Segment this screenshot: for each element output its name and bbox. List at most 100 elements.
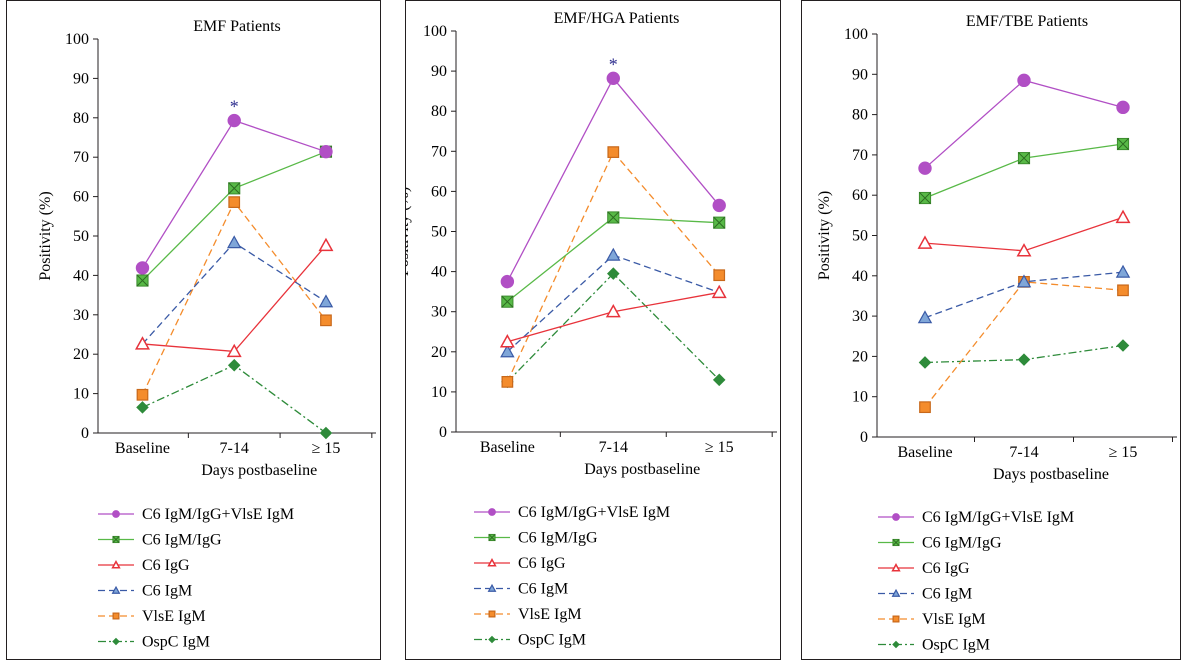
legend-swatch-marker [111,585,121,594]
chart-title: EMF Patients [193,18,281,35]
data-point [606,71,620,86]
x-tick-label: 7-14 [220,440,249,457]
y-axis-label: Positivity (%) [406,187,412,276]
legend-item-ospc-igm: OspC IgM [474,632,586,649]
y-tick-label: 90 [431,63,447,80]
series-line [924,281,1124,408]
legend-item-c6-igm-igg-vlse-igm: C6 IgM/IgG+VlsE IgM [474,504,670,521]
y-tick-label: 60 [431,183,447,200]
legend-swatch-marker [892,538,900,547]
y-tick-label: 10 [73,386,89,403]
legend-swatch-marker [487,583,497,592]
data-point [136,274,149,287]
data-point [1116,339,1130,352]
chart-panel-emf-hga: EMF/HGA Patients 0 10 20 30 40 50 60 70 80 90 100 Ba… [405,0,781,660]
legend-label: C6 IgM/IgG [518,530,598,547]
legend-item-vlse-igm: VlsE IgM [474,606,582,623]
legend-swatch-marker [892,640,900,649]
legend-item-c6-igm-igg-vlse-igm: C6 IgM/IgG+VlsE IgM [98,506,294,523]
series-line [506,272,720,383]
legend-label: OspC IgM [518,632,586,649]
data-point [1017,353,1031,366]
y-tick-label: 70 [73,149,89,166]
data-point [135,336,150,350]
data-point [605,303,621,318]
y-tick-label: 90 [852,66,868,83]
data-point [917,235,933,249]
chart-panel-emf-tbe: EMF/TBE Patients 0 10 20 30 40 50 60 70 80 90 100 Ba… [801,0,1181,660]
data-point [919,401,931,414]
data-point [135,261,150,275]
data-point [227,235,242,249]
series-vlse-igm [501,146,726,388]
legend-swatch-marker [488,610,496,618]
legend-swatch-marker [487,558,497,567]
y-tick-label: 50 [852,228,868,245]
series-c6-igm-igg-vlse-igm [135,113,333,275]
y-tick-label: 50 [73,228,89,245]
y-axis-label: Positivity (%) [816,191,833,280]
chart-svg: EMF/HGA Patients 0 10 20 30 40 50 60 70 80 90 100 Ba… [406,10,777,649]
chart-svg: EMF/TBE Patients 0 10 20 30 40 50 60 70 80 90 100 Ba… [816,13,1177,654]
y-tick-label: 70 [852,147,868,164]
data-point [607,211,620,224]
data-point [501,295,514,308]
legend-item-c6-igm-igg: C6 IgM/IgG [98,532,222,549]
series-c6-igm-igg-vlse-igm [918,73,1130,175]
x-tick-label: ≥ 15 [1109,444,1138,461]
y-tick-label: 80 [852,107,868,124]
legend-item-vlse-igm: VlsE IgM [98,608,206,625]
y-tick-label: 0 [439,424,447,441]
legend-swatch-marker [111,560,121,569]
data-point [918,161,932,175]
legend-item-ospc-igm: OspC IgM [878,637,990,654]
series-ospc-igm [501,267,726,389]
data-point [1016,274,1032,288]
chart-title: EMF/TBE Patients [966,13,1088,30]
chart-panel-emf: EMF Patients 0 10 20 30 40 50 60 70 80 90 100 Baseli… [6,0,381,660]
y-tick-label: 40 [73,267,89,284]
data-point [1017,152,1031,165]
legend-label: C6 IgG [518,555,566,572]
data-point [712,373,726,387]
legend-label: C6 IgM/IgG+VlsE IgM [142,506,294,523]
data-point [319,426,333,440]
legend-label: C6 IgM/IgG [922,535,1002,552]
data-point [226,343,242,358]
legend-label: VlsE IgM [518,606,582,623]
x-axis-label: Days postbaseline [584,461,700,478]
y-tick-label: 80 [431,103,447,120]
series-ospc-igm [136,358,333,440]
legend-label: VlsE IgM [922,611,986,628]
legend-swatch-marker [112,535,120,544]
data-point [320,314,332,327]
y-tick-label: 60 [73,189,89,206]
data-point [711,284,727,299]
series-ospc-igm [918,339,1130,369]
legend-item-vlse-igm: VlsE IgM [878,611,986,628]
x-tick-label: Baseline [897,444,952,461]
series-c6-igg [499,284,727,348]
legend-swatch-marker [112,612,120,620]
legend-item-ospc-igm: OspC IgM [98,634,210,651]
data-point [318,237,334,252]
series-c6-igm [500,247,727,358]
data-point [713,269,726,282]
series-line [142,151,327,281]
significance-marker: * [609,54,618,74]
series-c6-igg [917,209,1131,257]
data-point [713,216,726,229]
data-point [607,146,620,158]
data-point [228,182,241,195]
series-vlse-igm [919,275,1129,414]
data-point [1115,264,1131,278]
legend-item-c6-igm: C6 IgM [474,581,568,598]
y-tick-label: 100 [65,31,89,48]
data-point [917,310,933,324]
legend-item-c6-igm-igg-vlse-igm: C6 IgM/IgG+VlsE IgM [878,509,1074,526]
data-point [500,344,515,358]
y-tick-label: 90 [73,70,89,87]
series-c6-igm [917,264,1131,324]
legend-swatch-marker [488,635,496,644]
y-tick-label: 20 [852,348,868,365]
